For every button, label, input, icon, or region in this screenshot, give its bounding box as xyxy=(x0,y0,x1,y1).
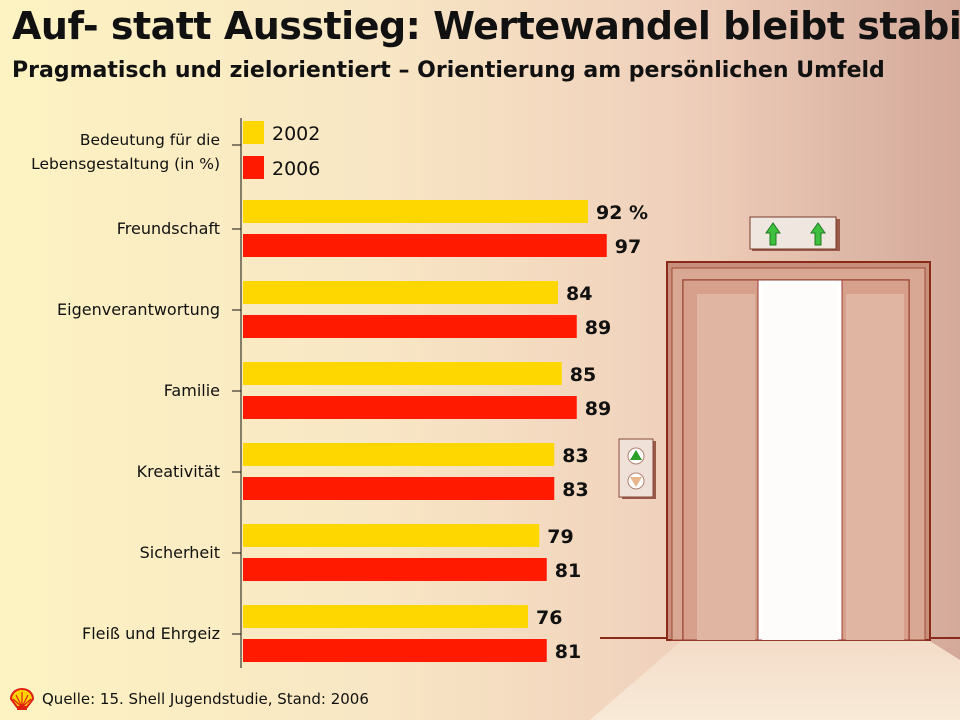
category-label: Kreativität xyxy=(137,462,220,481)
data-label-2006: 89 xyxy=(585,398,611,420)
bar-2006 xyxy=(243,396,577,419)
source-note: Quelle: 15. Shell Jugendstudie, Stand: 2… xyxy=(42,690,369,708)
category-label: Fleiß und Ehrgeiz xyxy=(82,624,220,643)
bar-2006 xyxy=(243,639,547,662)
data-label-2002: 85 xyxy=(570,364,596,386)
data-label-2006: 97 xyxy=(615,236,641,258)
legend-swatch-2002 xyxy=(243,121,264,144)
bar-2002 xyxy=(243,362,562,385)
bar-2006 xyxy=(243,234,607,257)
elevator-call-buttons-icon xyxy=(618,438,656,499)
data-label-2006: 81 xyxy=(555,560,581,582)
bar-2002 xyxy=(243,524,540,547)
data-label-2002: 84 xyxy=(566,283,592,305)
chart-subtitle: Pragmatisch und zielorientiert – Orienti… xyxy=(12,58,885,83)
bar-2006 xyxy=(243,558,547,581)
bar-2002 xyxy=(243,443,555,466)
legend-title: Bedeutung für die Lebensgestaltung (in %) xyxy=(31,131,220,173)
data-label-2002: 79 xyxy=(547,526,573,548)
chart-title: Auf- statt Ausstieg: Wertewandel bleibt … xyxy=(12,4,960,48)
legend-title-line: Bedeutung für die xyxy=(80,131,220,149)
legend-label-2002: 2002 xyxy=(272,123,320,145)
category-label: Familie xyxy=(164,381,220,400)
data-label-2006: 81 xyxy=(555,641,581,663)
up-arrows-indicator-icon xyxy=(749,216,840,251)
category-label: Freundschaft xyxy=(117,219,220,238)
shell-logo-icon xyxy=(9,687,35,710)
data-label-2002: 83 xyxy=(562,445,588,467)
category-label: Sicherheit xyxy=(140,543,220,562)
data-label-2006: 83 xyxy=(562,479,588,501)
bar-2002 xyxy=(243,281,558,304)
legend-label-2006: 2006 xyxy=(272,158,320,180)
data-label-2002: 92 % xyxy=(596,202,648,224)
chart-legend: Bedeutung für die Lebensgestaltung (in %)… xyxy=(31,121,320,180)
chart-bars: 92 % 97 84 89 85 89 83 83 79 81 76 81 xyxy=(243,200,648,663)
bar-2002 xyxy=(243,200,588,223)
legend-swatch-2006 xyxy=(243,156,264,179)
elevator-doors-icon xyxy=(590,261,960,720)
bar-2006 xyxy=(243,477,555,500)
data-label-2006: 89 xyxy=(585,317,611,339)
bar-2006 xyxy=(243,315,577,338)
category-label: Eigenverantwortung xyxy=(57,300,220,319)
data-label-2002: 76 xyxy=(536,607,562,629)
legend-title-line: Lebensgestaltung (in %) xyxy=(31,155,220,173)
bar-2002 xyxy=(243,605,528,628)
category-axis: Freundschaft Eigenverantwortung Familie Kre… xyxy=(57,118,242,668)
